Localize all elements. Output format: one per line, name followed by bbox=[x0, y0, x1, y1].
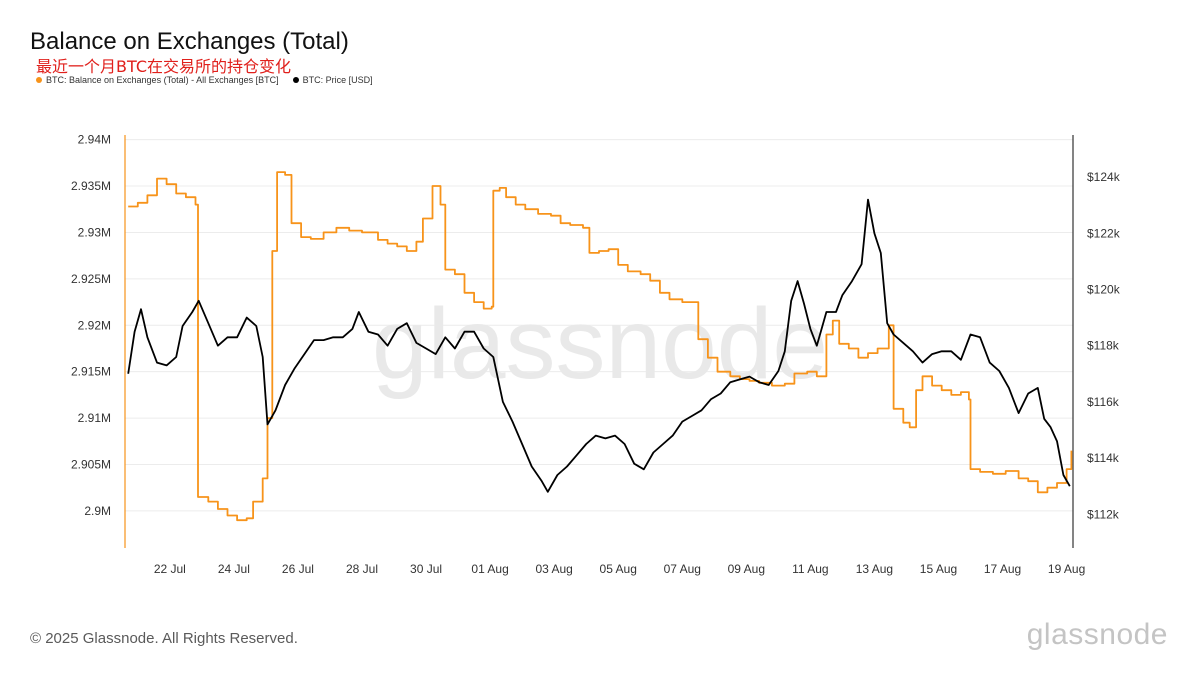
x-tick-label: 07 Aug bbox=[664, 562, 701, 576]
x-tick-label: 17 Aug bbox=[984, 562, 1021, 576]
legend: BTC: Balance on Exchanges (Total) - All … bbox=[36, 75, 373, 85]
y-left-tick-label: 2.92M bbox=[78, 318, 111, 332]
legend-swatch-balance bbox=[36, 77, 42, 83]
y-left-tick-label: 2.935M bbox=[71, 179, 111, 193]
x-tick-label: 30 Jul bbox=[410, 562, 442, 576]
y-left-tick-label: 2.925M bbox=[71, 272, 111, 286]
chart-subtitle: 最近一个月BTC在交易所的持仓变化 bbox=[36, 57, 291, 76]
chart-title: Balance on Exchanges (Total) bbox=[30, 28, 349, 55]
series-line-balance[interactable] bbox=[128, 171, 1073, 522]
y-left-tick-label: 2.905M bbox=[71, 457, 111, 471]
axes-layer bbox=[124, 135, 1074, 548]
x-tick-label: 22 Jul bbox=[154, 562, 186, 576]
copyright-text: © 2025 Glassnode. All Rights Reserved. bbox=[30, 630, 298, 647]
brand-logo: glassnode bbox=[1026, 618, 1168, 651]
y-right-tick-label: $122k bbox=[1087, 226, 1121, 240]
y-right-tick-label: $114k bbox=[1087, 451, 1120, 465]
x-tick-label: 13 Aug bbox=[856, 562, 893, 576]
y-right-tick-label: $124k bbox=[1087, 170, 1121, 184]
y-left-tick-label: 2.9M bbox=[84, 504, 111, 518]
x-tick-label: 11 Aug bbox=[792, 562, 828, 576]
x-tick-label: 28 Jul bbox=[346, 562, 378, 576]
x-tick-label: 01 Aug bbox=[471, 562, 508, 576]
y-right-tick-label: $116k bbox=[1087, 395, 1120, 409]
x-tick-label: 26 Jul bbox=[282, 562, 314, 576]
y-right-tick-label: $118k bbox=[1087, 339, 1120, 353]
y-right-tick-label: $112k bbox=[1087, 507, 1120, 521]
grid-layer bbox=[125, 139, 1073, 512]
y-right-tick-label: $120k bbox=[1087, 283, 1121, 297]
series-layer bbox=[127, 171, 1073, 522]
x-tick-label: 15 Aug bbox=[920, 562, 957, 576]
y-left-tick-label: 2.94M bbox=[78, 133, 111, 147]
ticks-layer: 2.9M 2.905M 2.91M 2.915M 2.92M 2.925M 2.93M 2.9… bbox=[71, 133, 1121, 576]
x-tick-label: 03 Aug bbox=[535, 562, 572, 576]
legend-item-price[interactable]: BTC: Price [USD] bbox=[292, 75, 373, 85]
legend-label-price: BTC: Price [USD] bbox=[302, 75, 373, 85]
x-tick-label: 09 Aug bbox=[728, 562, 765, 576]
legend-label-balance: BTC: Balance on Exchanges (Total) - All … bbox=[46, 75, 279, 85]
x-tick-label: 19 Aug bbox=[1048, 562, 1085, 576]
legend-swatch-price bbox=[292, 77, 299, 83]
y-left-tick-label: 2.91M bbox=[78, 411, 111, 425]
y-left-tick-label: 2.915M bbox=[71, 365, 111, 379]
x-tick-label: 05 Aug bbox=[600, 562, 637, 576]
series-line-price[interactable] bbox=[127, 198, 1071, 493]
x-tick-label: 24 Jul bbox=[218, 562, 250, 576]
y-left-tick-label: 2.93M bbox=[78, 225, 111, 239]
legend-item-balance[interactable]: BTC: Balance on Exchanges (Total) - All … bbox=[36, 75, 279, 85]
